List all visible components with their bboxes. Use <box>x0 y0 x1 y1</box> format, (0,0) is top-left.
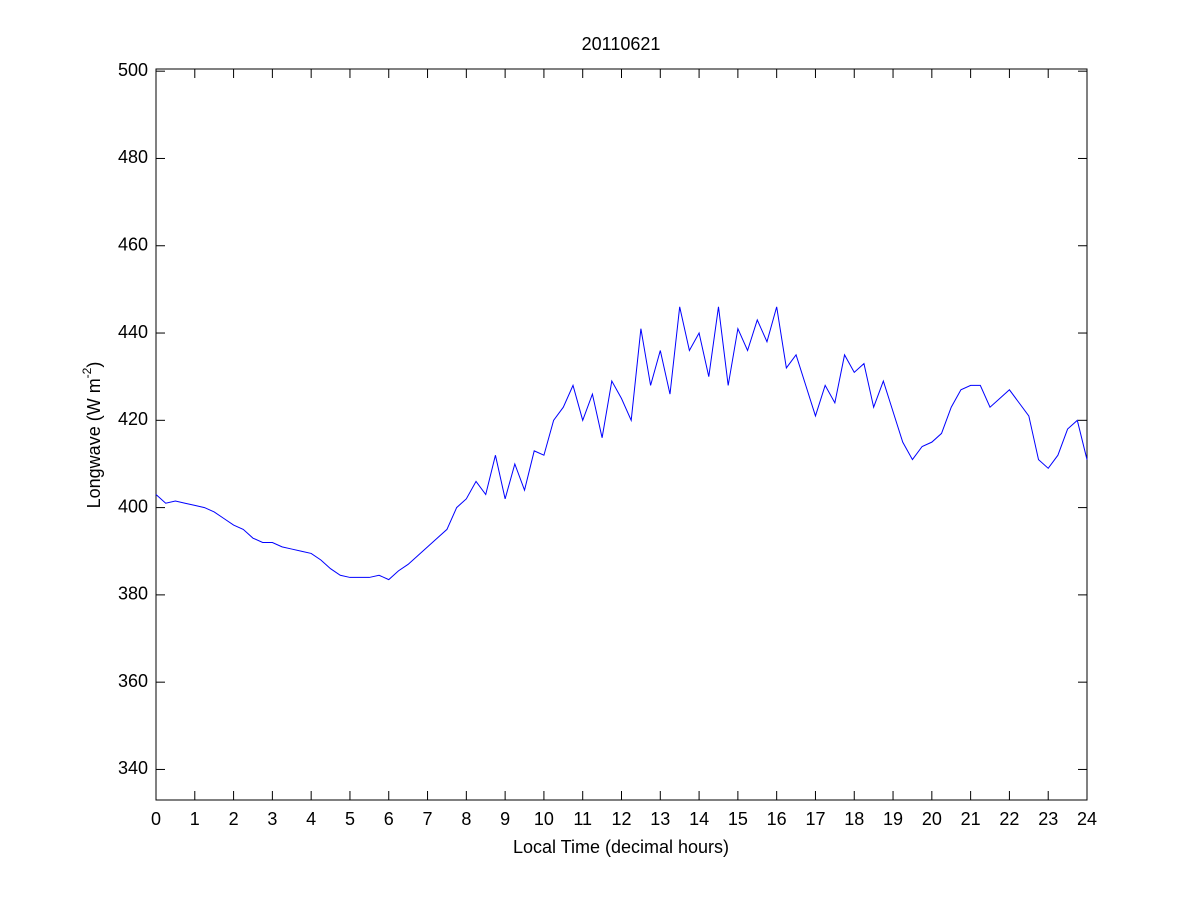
y-tick-label: 500 <box>118 60 148 80</box>
x-tick-label: 15 <box>728 809 748 829</box>
x-tick-label: 21 <box>961 809 981 829</box>
x-axis-label: Local Time (decimal hours) <box>513 837 729 857</box>
x-tick-label: 17 <box>805 809 825 829</box>
x-tick-label: 4 <box>306 809 316 829</box>
y-tick-label: 380 <box>118 584 148 604</box>
x-tick-label: 22 <box>999 809 1019 829</box>
y-tick-label: 340 <box>118 758 148 778</box>
x-tick-label: 8 <box>461 809 471 829</box>
y-tick-label: 420 <box>118 409 148 429</box>
x-tick-label: 5 <box>345 809 355 829</box>
x-tick-label: 6 <box>384 809 394 829</box>
y-axis-label: Longwave (W m-2) <box>80 362 104 509</box>
x-tick-label: 12 <box>611 809 631 829</box>
x-tick-label: 23 <box>1038 809 1058 829</box>
data-line <box>155 306 1088 581</box>
chart-title: 20110621 <box>582 34 661 54</box>
x-tick-label: 11 <box>573 809 592 829</box>
y-tick-label: 400 <box>118 496 148 516</box>
y-label-main: Longwave (W m <box>84 378 104 508</box>
y-label-sup: -2 <box>80 367 94 378</box>
x-tick-label: 1 <box>190 809 200 829</box>
y-tick-label: 480 <box>118 147 148 167</box>
x-tick-label: 3 <box>267 809 277 829</box>
x-tick-label: 7 <box>423 809 433 829</box>
x-tick-label: 9 <box>500 809 510 829</box>
x-tick-label: 19 <box>883 809 903 829</box>
x-tick-label: 0 <box>151 809 161 829</box>
x-tick-label: 2 <box>229 809 239 829</box>
x-tick-label: 13 <box>650 809 670 829</box>
x-tick-label: 18 <box>844 809 864 829</box>
x-tick-label: 24 <box>1077 809 1097 829</box>
y-tick-label: 460 <box>118 234 148 254</box>
x-tick-label: 10 <box>534 809 554 829</box>
x-tick-label: 14 <box>689 809 709 829</box>
x-tick-label: 20 <box>922 809 942 829</box>
y-label-end: ) <box>84 362 104 368</box>
x-tick-label: 16 <box>767 809 787 829</box>
y-tick-label: 440 <box>118 322 148 342</box>
y-tick-label: 360 <box>118 671 148 691</box>
